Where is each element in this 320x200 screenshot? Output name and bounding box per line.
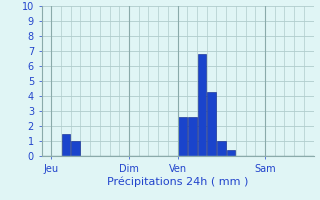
- Bar: [178, 117, 187, 156]
- Bar: [188, 117, 196, 156]
- Bar: [71, 141, 80, 156]
- Bar: [217, 141, 226, 156]
- X-axis label: Précipitations 24h ( mm ): Précipitations 24h ( mm ): [107, 176, 248, 187]
- Bar: [227, 150, 236, 156]
- Bar: [197, 54, 206, 156]
- Bar: [61, 134, 70, 156]
- Bar: [207, 92, 216, 156]
